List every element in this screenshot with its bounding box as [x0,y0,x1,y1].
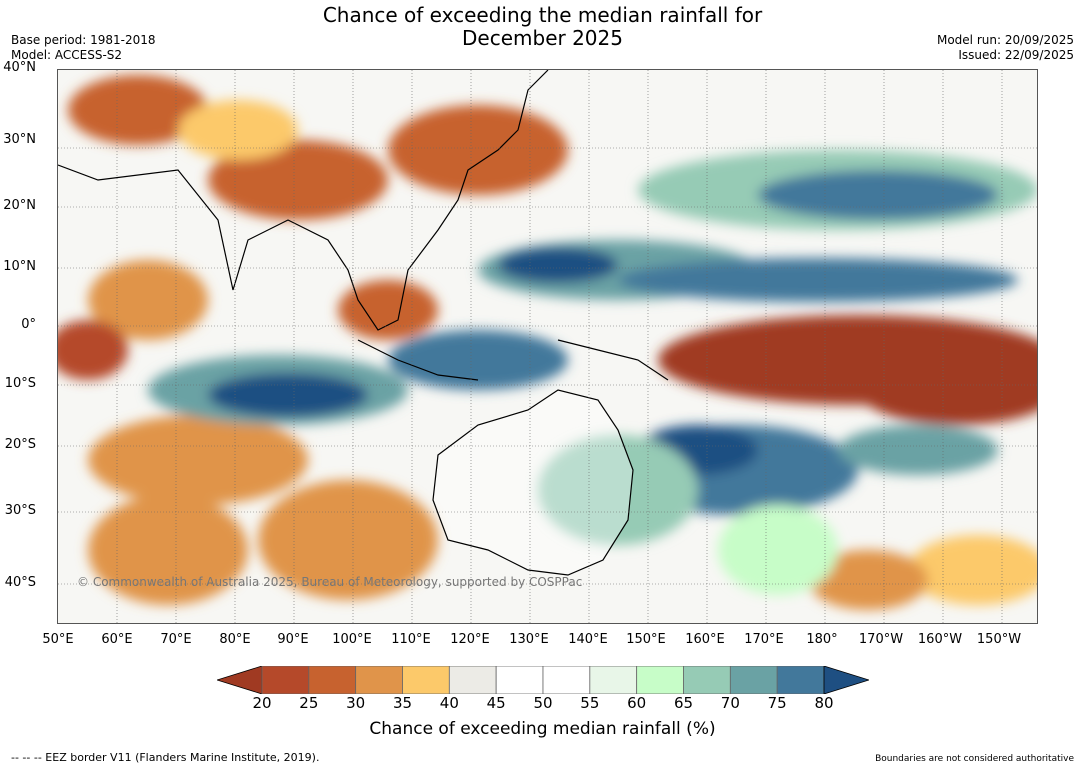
lon-label: 130°E [509,632,549,647]
lon-label: 160°E [685,632,725,647]
meta-left: Base period: 1981-2018 Model: ACCESS-S2 [11,33,156,63]
colorbar-tick-label: 55 [580,694,600,712]
lon-label: 140°E [568,632,608,647]
model-run: Model run: 20/09/2025 [936,33,1074,47]
colorbar-segment [589,665,638,695]
lat-label: 40°S [4,575,36,590]
model-name: Model: ACCESS-S2 [11,48,123,62]
lon-label: 110°E [391,632,431,647]
colorbar-segment [776,665,825,695]
colorbar-tick-label: 50 [533,694,553,712]
lat-label: 10°N [3,259,36,274]
colorbar-tick-label: 25 [299,694,319,712]
colorbar-tick-label: 20 [252,694,272,712]
colorbar-tick-label: 80 [814,694,834,712]
lon-label: 180° [806,632,838,647]
base-period: Base period: 1981-2018 [11,33,156,47]
colorbar-extend-high [823,665,871,695]
lat-label: 30°S [4,503,36,518]
title-line-2: December 2025 [462,26,623,50]
title-line-1: Chance of exceeding the median rainfall … [322,3,763,27]
lon-label: 150°E [626,632,666,647]
australia-outline [432,389,634,576]
lon-label: 170°W [858,632,904,647]
map-svg [58,70,1037,623]
colorbar [215,665,871,695]
lon-label: 160°W [917,632,963,647]
colorbar-segment [402,665,450,695]
lon-label: 50°E [42,632,74,647]
colorbar-tick-label: 70 [720,694,740,712]
colorbar-tick-label: 40 [439,694,459,712]
graticule [58,70,1037,623]
colorbar-segment [495,665,544,695]
colorbar-segment [261,665,310,695]
lon-label: 120°E [450,632,490,647]
lat-label: 20°S [4,437,36,452]
colorbar-tick-label: 45 [486,694,506,712]
map-title: Chance of exceeding the median rainfall … [0,4,1085,50]
rainfall-map [57,69,1038,624]
lat-label: 30°N [3,132,36,147]
meta-right: Model run: 20/09/2025 Issued: 22/09/2025 [937,33,1074,63]
indonesia-coastline [357,339,479,381]
rainfall-field [58,75,1037,610]
colorbar-segment [729,665,778,695]
lon-label: 80°E [219,632,251,647]
colorbar-tick-label: 60 [627,694,647,712]
colorbar-label: Chance of exceeding median rainfall (%) [369,719,716,739]
boundary-disclaimer: Boundaries are not considered authoritat… [875,754,1074,764]
colorbar-tick-label: 35 [392,694,413,712]
eez-legend: -- -- -- EEZ border V11 (Flanders Marine… [11,751,320,764]
lat-label: 10°S [4,376,36,391]
colorbar-svg [215,665,871,695]
asia-coastline [58,70,549,331]
lon-label: 70°E [160,632,192,647]
colorbar-segment [542,665,591,695]
lat-label: 0° [21,317,36,332]
lon-label: 170°E [744,632,784,647]
colorbar-segment [355,665,403,695]
colorbar-extend-low [215,665,263,695]
new-guinea-coastline [557,339,669,381]
lat-label: 20°N [3,198,36,213]
copyright-text: © Commonwealth of Australia 2025, Bureau… [77,575,583,589]
colorbar-segment [636,665,684,695]
lon-label: 90°E [277,632,309,647]
issued-date: Issued: 22/09/2025 [958,48,1074,62]
lon-label: 150°W [976,632,1022,647]
lon-label: 100°E [332,632,372,647]
lat-label: 40°N [3,60,36,75]
colorbar-tick-label: 65 [673,694,694,712]
colorbar-segment [683,665,731,695]
colorbar-tick-label: 75 [767,694,787,712]
lon-label: 60°E [101,632,133,647]
colorbar-tick-label: 30 [346,694,366,712]
colorbar-segment [448,665,497,695]
colorbar-segment [308,665,357,695]
